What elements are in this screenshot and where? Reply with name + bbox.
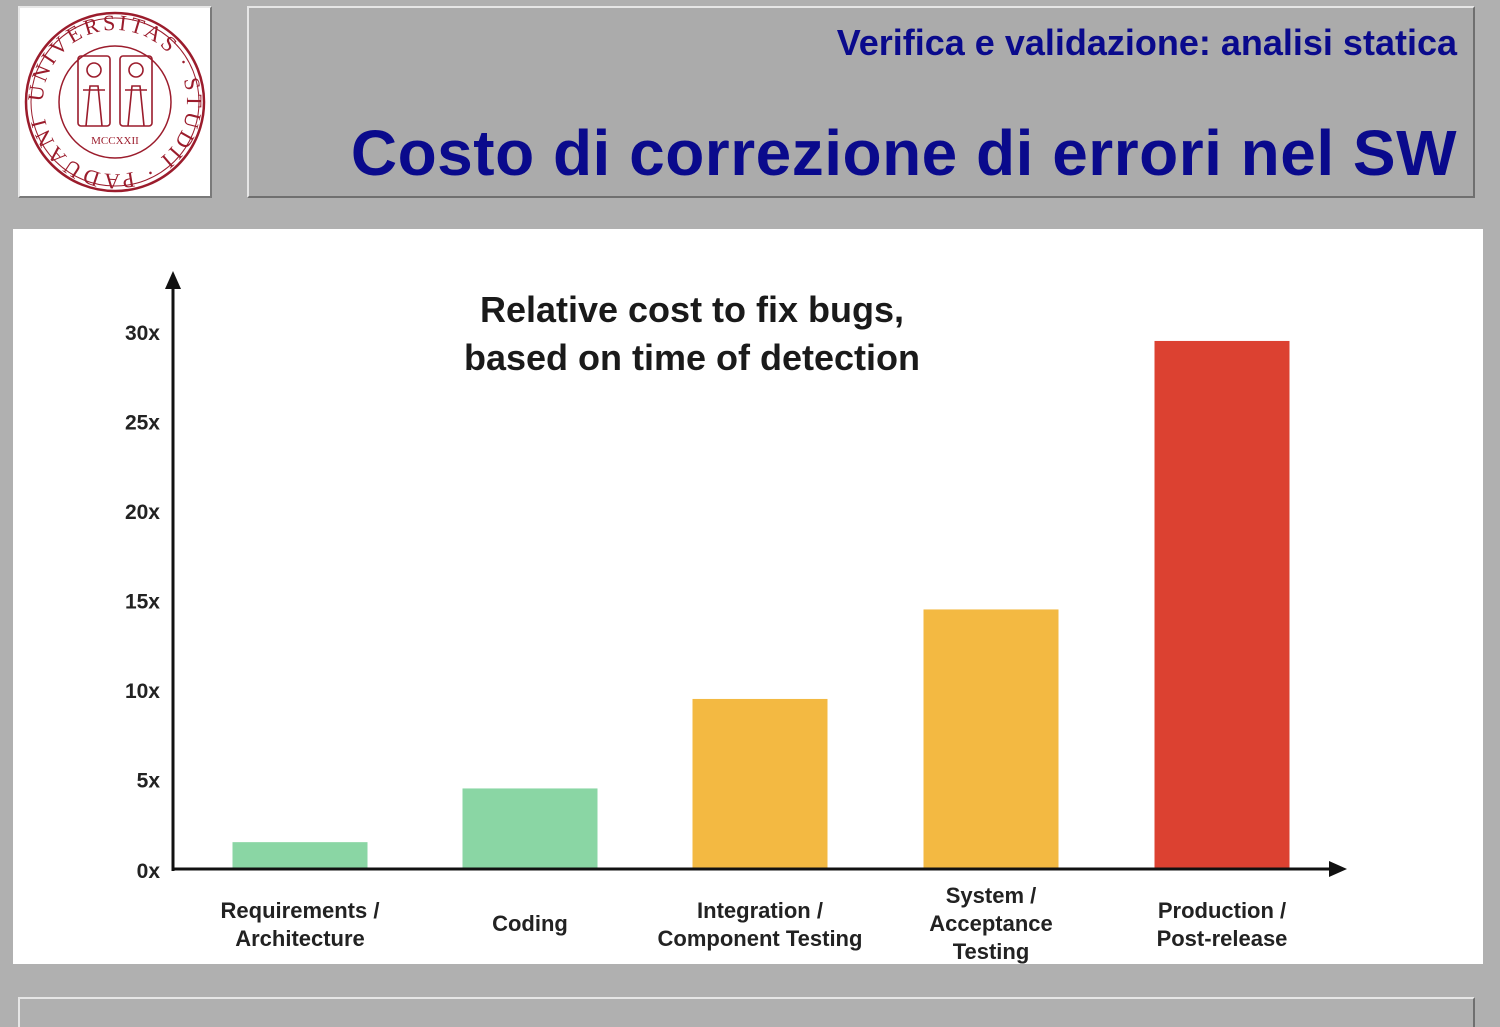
y-tick-label: 25x	[125, 412, 160, 435]
y-tick-label: 20x	[125, 501, 160, 524]
chart-title-line: based on time of detection	[464, 337, 920, 378]
x-category-label: Production /	[1158, 898, 1286, 923]
y-tick-label: 15x	[125, 591, 160, 614]
y-tick-label: 0x	[137, 860, 161, 883]
university-seal-logo: UNIVERSITAS · STUDII · PADUANI · MCCXXII	[15, 0, 207, 194]
y-axis-arrow	[165, 271, 181, 289]
svg-text:UNIVERSITAS · STUDII · PADUANI: UNIVERSITAS · STUDII · PADUANI ·	[20, 8, 207, 194]
university-logo-panel: UNIVERSITAS · STUDII · PADUANI · MCCXXII	[15, 0, 212, 198]
slide-title: Costo di correzione di errori nel SW	[350, 117, 1457, 189]
seal-year: MCCXXII	[91, 135, 139, 147]
y-tick-label: 5x	[137, 770, 161, 793]
bar-5	[1154, 340, 1290, 868]
header-panel: Verifica e validazione: analisi statica …	[247, 6, 1475, 198]
y-tick-label: 10x	[125, 680, 160, 703]
bar-1	[232, 842, 368, 868]
x-category-label: Acceptance	[929, 911, 1053, 936]
chart-title-line: Relative cost to fix bugs,	[480, 289, 904, 330]
slide-subtitle: Verifica e validazione: analisi statica	[836, 22, 1457, 63]
x-category-label: Architecture	[235, 926, 365, 951]
x-category-label: Coding	[492, 911, 568, 936]
seal-ring-text: UNIVERSITAS · STUDII · PADUANI ·	[15, 0, 204, 194]
x-category-label: Requirements /	[221, 898, 380, 923]
footer-panel	[18, 997, 1475, 1027]
bar-2	[462, 788, 598, 868]
bar-chart: 0x 5x 10x 15x 20x 25x 30x Requirements / Archite…	[125, 271, 1347, 964]
x-category-label: Testing	[953, 939, 1030, 964]
x-category-label: Integration /	[697, 898, 823, 923]
x-category-label: Component Testing	[658, 926, 863, 951]
bar-4	[923, 609, 1059, 868]
x-axis-arrow	[1329, 861, 1347, 877]
x-category-label: Post-release	[1157, 926, 1288, 951]
y-tick-label: 30x	[125, 322, 160, 345]
bar-3	[692, 698, 828, 868]
x-category-label: System /	[946, 883, 1037, 908]
chart-panel: 0x 5x 10x 15x 20x 25x 30x Requirements / Archite…	[13, 229, 1483, 964]
